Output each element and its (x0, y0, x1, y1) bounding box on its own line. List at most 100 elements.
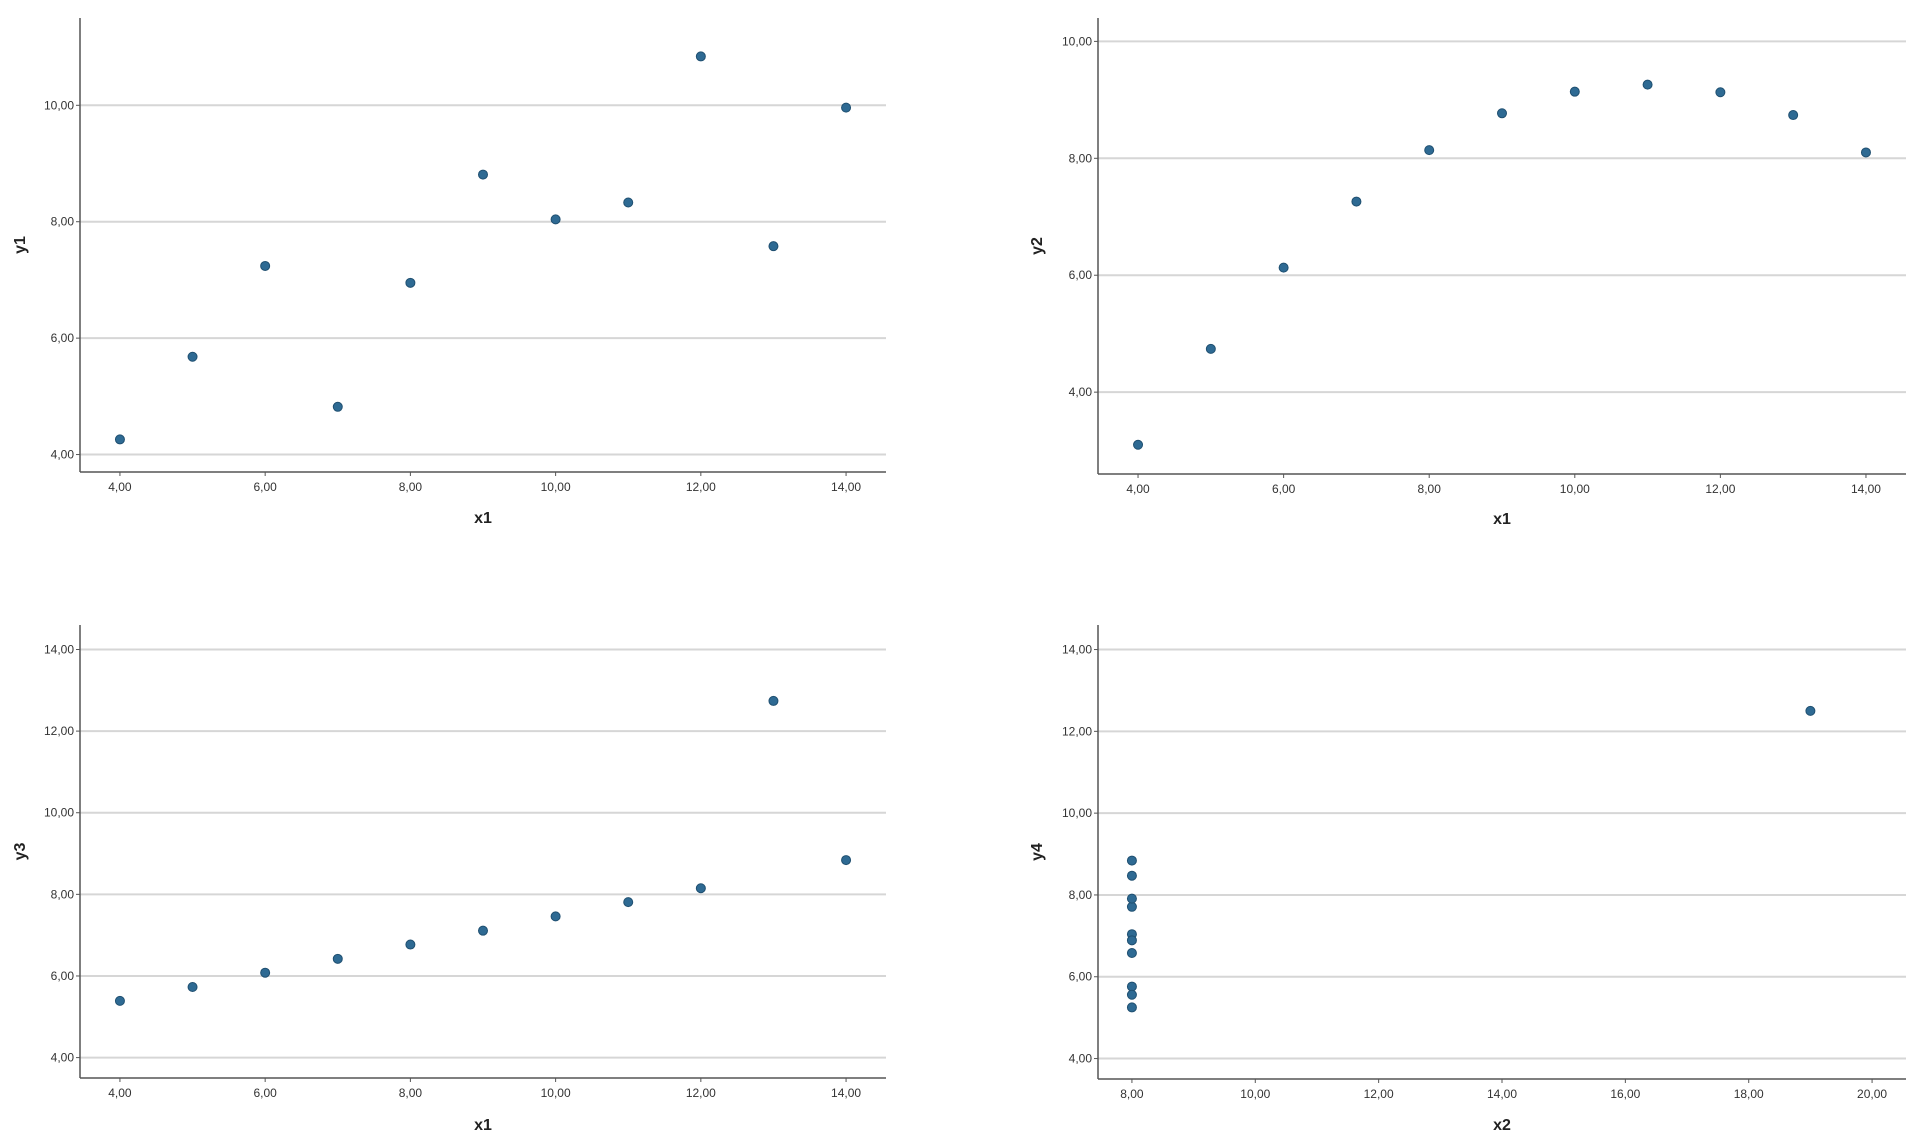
y-tick-label: 10,00 (44, 98, 74, 112)
data-point (1715, 87, 1726, 98)
x-axis-title: x1 (474, 510, 492, 527)
data-point (1805, 705, 1816, 716)
data-point (1126, 948, 1137, 959)
x-tick-label: 10,00 (541, 1086, 571, 1100)
data-point (260, 967, 271, 978)
data-point (114, 434, 125, 445)
y-tick-label: 14,00 (44, 642, 74, 656)
y-axis-title: y2 (1029, 237, 1046, 255)
data-point (623, 897, 634, 908)
data-point (1126, 935, 1137, 946)
y-tick-label: 10,00 (1062, 34, 1092, 48)
x-axis-title: x2 (1493, 1117, 1511, 1134)
data-point (1788, 110, 1799, 121)
y-axis-title: y4 (1029, 843, 1046, 861)
y-axis-title: y3 (12, 843, 29, 861)
data-point (1126, 870, 1137, 881)
x-tick-label: 8,00 (399, 1086, 423, 1100)
data-point (1133, 439, 1144, 450)
data-point (405, 939, 416, 950)
y-tick-label: 4,00 (1069, 385, 1093, 399)
data-point (768, 695, 779, 706)
data-point (478, 925, 488, 936)
y-tick-label: 4,00 (51, 448, 75, 462)
x-tick-label: 8,00 (1418, 482, 1442, 496)
x-tick-label: 4,00 (1126, 482, 1150, 496)
data-point (114, 995, 125, 1006)
x-tick-label: 6,00 (1272, 482, 1296, 496)
x-tick-label: 14,00 (1487, 1087, 1517, 1101)
y-tick-label: 8,00 (51, 887, 75, 901)
data-point (1126, 989, 1137, 1000)
data-point (260, 260, 271, 271)
x-tick-label: 20,00 (1857, 1087, 1887, 1101)
x-tick-label: 12,00 (686, 480, 716, 494)
data-point (1569, 86, 1580, 97)
data-point (478, 169, 488, 180)
data-point (187, 981, 198, 992)
y-tick-label: 4,00 (1069, 1052, 1093, 1066)
data-point (841, 102, 852, 113)
x-tick-label: 6,00 (253, 480, 277, 494)
x-tick-label: 16,00 (1610, 1087, 1640, 1101)
y-tick-label: 6,00 (1069, 970, 1093, 984)
x-tick-label: 14,00 (1851, 482, 1881, 496)
x-tick-label: 14,00 (831, 1086, 861, 1100)
data-point (1126, 893, 1137, 904)
data-point (1860, 147, 1871, 158)
y-axis-title: y1 (12, 236, 29, 254)
x-tick-label: 8,00 (399, 480, 423, 494)
data-point (1205, 343, 1216, 354)
y-tick-label: 6,00 (1069, 268, 1093, 282)
data-point (841, 855, 852, 866)
x-axis-title: x1 (474, 1117, 492, 1134)
x-tick-label: 8,00 (1120, 1087, 1144, 1101)
y-tick-label: 8,00 (1069, 888, 1093, 902)
x-tick-label: 18,00 (1734, 1087, 1764, 1101)
data-point (1497, 108, 1507, 119)
scatter-panel-3: 4,00 6,00 8,00 10,00 12,00 14,00 4,00 6,00 8,00 1… (12, 625, 886, 1134)
data-point (1126, 901, 1137, 912)
x-tick-label: 12,00 (1705, 482, 1735, 496)
scatter-panel-1: 4,00 6,00 8,00 10,00 4,00 6,00 8,00 10,00 12,00 1… (12, 18, 886, 527)
y-tick-label: 12,00 (44, 724, 74, 738)
y-tick-label: 6,00 (51, 969, 75, 983)
y-tick-label: 12,00 (1062, 724, 1092, 738)
data-point (1278, 262, 1289, 273)
y-tick-label: 8,00 (1069, 151, 1093, 165)
x-axis-title: x1 (1493, 511, 1511, 528)
data-point (550, 911, 561, 922)
data-point (187, 351, 198, 362)
y-tick-label: 4,00 (51, 1051, 75, 1065)
data-point (1126, 855, 1137, 866)
data-point (1126, 981, 1137, 992)
x-tick-label: 12,00 (686, 1086, 716, 1100)
y-tick-label: 10,00 (44, 806, 74, 820)
x-tick-label: 10,00 (541, 480, 571, 494)
data-point (332, 401, 343, 412)
x-tick-label: 14,00 (831, 480, 861, 494)
data-point (768, 241, 779, 252)
x-tick-label: 6,00 (253, 1086, 277, 1100)
data-point (332, 953, 343, 964)
data-point (695, 883, 706, 894)
data-point (695, 51, 706, 62)
y-tick-label: 14,00 (1062, 643, 1092, 657)
data-point (1642, 79, 1653, 90)
x-tick-label: 4,00 (108, 480, 132, 494)
data-point (1424, 145, 1435, 156)
scatter-panel-2: 4,00 6,00 8,00 10,00 4,00 6,00 8,00 10,00 12,00 1… (1029, 18, 1906, 528)
data-point (623, 197, 634, 208)
data-point (1126, 1002, 1137, 1013)
data-point (1351, 196, 1362, 207)
y-tick-label: 8,00 (51, 215, 75, 229)
scatter-panel-4: 4,00 6,00 8,00 10,00 12,00 14,00 8,00 10,00 12,0… (1029, 625, 1906, 1134)
y-tick-label: 6,00 (51, 331, 75, 345)
y-tick-label: 10,00 (1062, 806, 1092, 820)
x-tick-label: 4,00 (108, 1086, 132, 1100)
data-point (550, 214, 561, 225)
x-tick-label: 10,00 (1240, 1087, 1270, 1101)
x-tick-label: 12,00 (1364, 1087, 1394, 1101)
